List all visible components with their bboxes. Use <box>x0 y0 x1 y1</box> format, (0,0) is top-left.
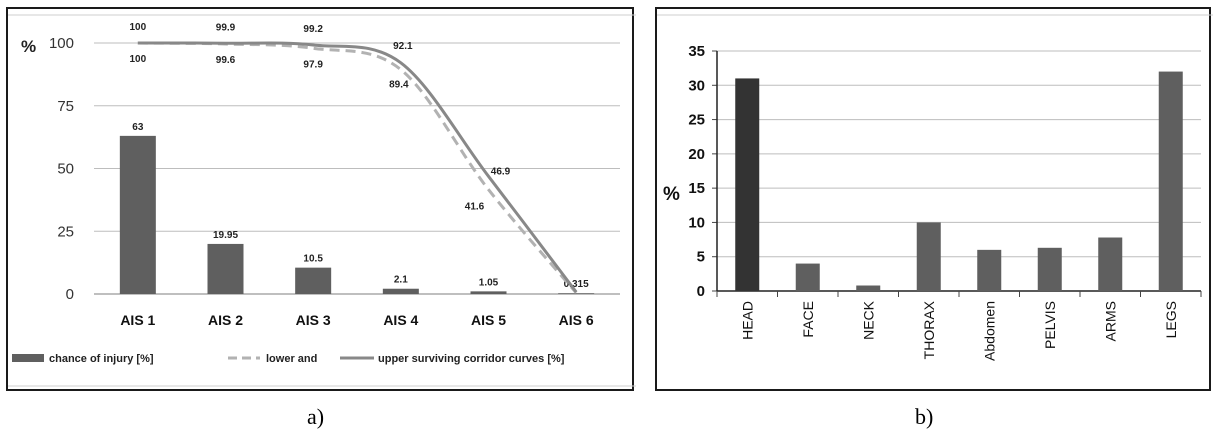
x-tick-label: AIS 2 <box>208 312 243 328</box>
legend-label-upper: upper surviving corridor curves [%] <box>378 353 565 365</box>
upper-curve <box>137 41 578 293</box>
data-label: 63 <box>132 122 144 133</box>
data-label: 19.95 <box>213 230 238 241</box>
chart-a-frame: 0 25 50 75 100% 63 19.95 10.5 2.1 1.05 0.315 AIS 1 A… <box>6 7 636 391</box>
x-tick-label: ARMS <box>1102 301 1118 341</box>
bar <box>470 291 507 294</box>
x-tick-label: NECK <box>860 300 876 340</box>
x-tick-label: Abdomen <box>981 301 997 361</box>
y-tick-label: 75 <box>57 98 74 115</box>
bar <box>916 222 941 291</box>
x-tick-label: AIS 5 <box>471 312 506 328</box>
x-tick-label: FACE <box>800 301 816 338</box>
y-tick-label: 100 <box>49 35 74 52</box>
bar <box>1158 71 1183 291</box>
upper-curve-label: 46.9 <box>491 166 511 177</box>
x-tick-label: AIS 3 <box>296 312 331 328</box>
caption-b: b) <box>915 404 934 429</box>
bar <box>558 293 595 294</box>
chart-b-frame: 0 5 10 15 20 25 30 35% HEAD FACE NECK THORAX Abdomen… <box>655 7 1213 391</box>
y-tick-label: 5 <box>697 249 705 266</box>
data-label: 0.315 <box>564 279 589 290</box>
legend-label-bar: chance of injury [%] <box>49 353 154 365</box>
bar <box>1037 247 1062 291</box>
y-tick-label: 0 <box>697 283 705 300</box>
x-tick-label: THORAX <box>921 300 937 359</box>
lower-curve-label: 89.4 <box>389 80 409 91</box>
y-axis-label: % <box>663 184 680 205</box>
upper-curve-label: 99.9 <box>216 22 236 33</box>
x-tick-label: PELVIS <box>1042 301 1058 349</box>
y-tick-label: 50 <box>57 161 74 178</box>
bar <box>735 78 760 291</box>
bar <box>295 267 332 294</box>
y-tick-label: 25 <box>688 112 705 129</box>
y-tick-label: 30 <box>688 77 705 94</box>
bar <box>207 243 244 294</box>
upper-curve-label: 92.1 <box>393 41 413 52</box>
y-tick-label: 0 <box>66 286 74 303</box>
bar <box>119 135 156 294</box>
lower-curve <box>137 41 578 294</box>
caption-a: a) <box>307 404 325 429</box>
lower-curve-label: 100 <box>129 54 146 65</box>
lower-curve-label: 99.6 <box>216 55 236 66</box>
x-tick-label: AIS 1 <box>120 312 155 328</box>
y-axis-label: % <box>21 37 36 56</box>
y-tick-label: 35 <box>688 43 705 60</box>
bar <box>382 288 419 294</box>
chart-b: 0 5 10 15 20 25 30 35% HEAD FACE NECK THORAX Abdomen… <box>657 14 1213 361</box>
upper-curve-label: 99.2 <box>303 24 323 35</box>
legend-label-lower: lower and <box>266 353 317 365</box>
x-tick-label: LEGS <box>1163 301 1179 338</box>
y-tick-label: 25 <box>57 223 74 240</box>
y-tick-label: 10 <box>688 214 705 231</box>
lower-curve-label: 41.6 <box>465 202 485 213</box>
x-tick-label: AIS 6 <box>559 312 594 328</box>
lower-curve-label: 97.9 <box>303 59 323 70</box>
upper-curve-label: 100 <box>129 22 146 33</box>
bar <box>856 285 881 291</box>
y-tick-label: 20 <box>688 146 705 163</box>
bar <box>1098 237 1123 291</box>
data-label: 10.5 <box>303 254 323 265</box>
data-label: 2.1 <box>394 275 408 286</box>
x-tick-label: AIS 4 <box>383 312 418 328</box>
data-label: 1.05 <box>479 277 499 288</box>
bar <box>795 263 820 291</box>
x-tick-label: HEAD <box>739 301 755 340</box>
bar <box>977 249 1002 291</box>
legend-swatch-bar <box>12 354 44 362</box>
chart-a: 0 25 50 75 100% 63 19.95 10.5 2.1 1.05 0.315 AIS 1 A… <box>8 14 636 387</box>
y-tick-label: 15 <box>688 180 705 197</box>
